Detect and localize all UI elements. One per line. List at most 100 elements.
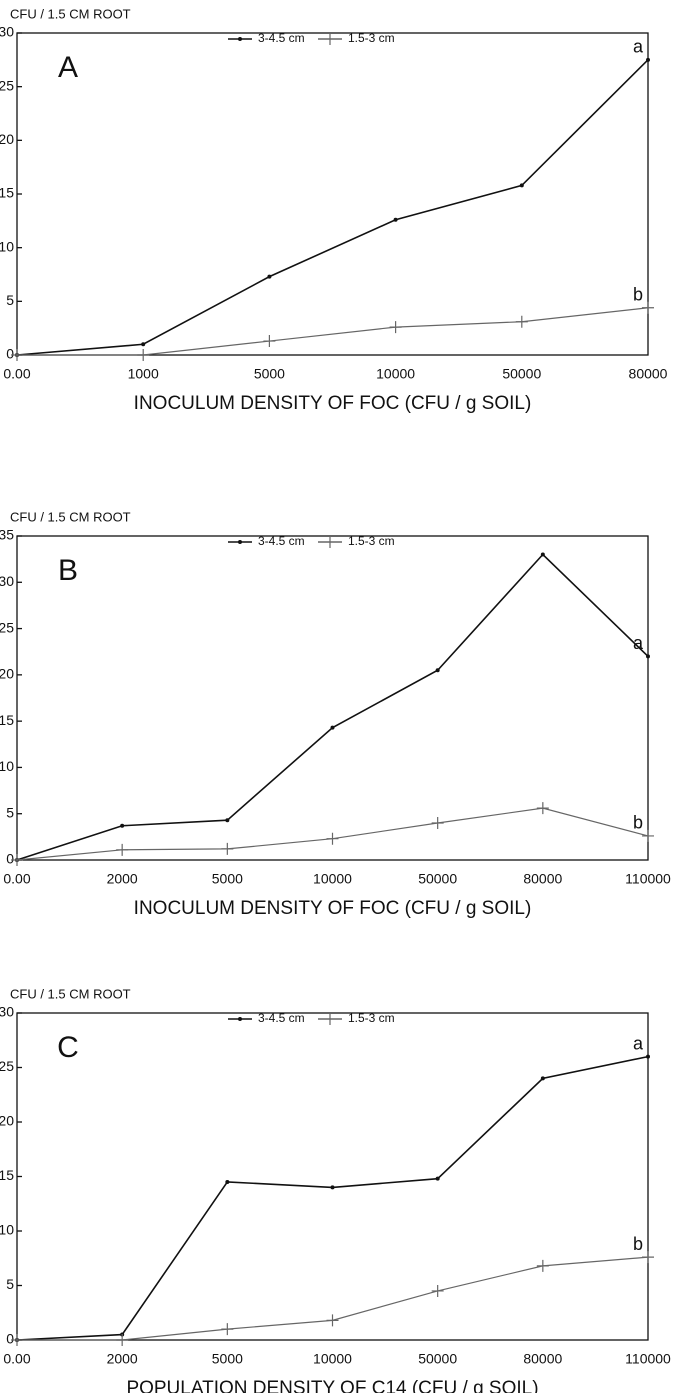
panel-label: C xyxy=(57,1031,79,1064)
point-marker xyxy=(646,654,650,659)
x-tick-label: 1000 xyxy=(128,366,159,382)
x-tick-label: 10000 xyxy=(313,1351,352,1367)
chart-panel: CFU / 1.5 CM ROOT C POPULATION DENSITY OF … xyxy=(0,986,671,1393)
point-marker xyxy=(267,274,272,279)
legend-marker xyxy=(238,37,242,41)
y-tick-label: 25 xyxy=(0,1058,14,1074)
series-line xyxy=(17,1256,649,1341)
point-marker xyxy=(120,823,125,828)
annotation: a xyxy=(633,633,644,653)
y-tick-label: 15 xyxy=(0,1167,14,1183)
point-marker xyxy=(642,829,654,842)
point-marker xyxy=(536,802,549,815)
legend-label: 1.5-3 cm xyxy=(348,1011,395,1025)
point-marker xyxy=(515,315,528,328)
legend-label: 1.5-3 cm xyxy=(348,31,395,45)
plot-frame xyxy=(16,535,649,861)
annotation: b xyxy=(633,1234,643,1254)
point-marker xyxy=(11,1334,23,1346)
point-marker xyxy=(326,1314,339,1327)
legend-marker xyxy=(238,1017,242,1021)
chart-panel: CFU / 1.5 CM ROOT A INOCULUM DENSITY OF FO… xyxy=(0,6,668,414)
x-tick-label: 0.00 xyxy=(3,366,30,382)
point-marker xyxy=(137,349,150,361)
series-line xyxy=(16,553,649,861)
y-tick-label: 20 xyxy=(0,1113,14,1129)
legend-label: 3-4.5 cm xyxy=(258,31,305,45)
y-tick-label: 25 xyxy=(0,77,14,93)
x-tick-label: 80000 xyxy=(523,1351,562,1367)
x-axis-label: INOCULUM DENSITY OF FOC (CFU / g SOIL) xyxy=(134,393,532,414)
legend-label: 1.5-3 cm xyxy=(348,534,395,548)
x-tick-label: 2000 xyxy=(107,871,138,887)
x-tick-label: 50000 xyxy=(418,1351,457,1367)
x-axis-label: POPULATION DENSITY OF C14 (CFU / g SOIL) xyxy=(126,1378,538,1393)
y-tick-label: 0 xyxy=(6,851,14,867)
y-tick-label: 0 xyxy=(6,346,14,362)
x-axis-label: INOCULUM DENSITY OF FOC (CFU / g SOIL) xyxy=(134,898,532,919)
x-tick-label: 5000 xyxy=(254,366,285,382)
annotation: b xyxy=(633,285,643,305)
x-tick-label: 0.00 xyxy=(3,1351,30,1367)
point-marker xyxy=(225,818,230,823)
point-marker xyxy=(221,842,234,855)
y-tick-label: 10 xyxy=(0,238,14,254)
point-marker xyxy=(536,1259,549,1272)
point-marker xyxy=(330,725,335,730)
panel-label: A xyxy=(58,51,78,84)
y-axis-label: CFU / 1.5 CM ROOT xyxy=(10,509,131,524)
point-marker xyxy=(225,1179,230,1184)
x-tick-label: 110000 xyxy=(625,1351,671,1367)
y-tick-label: 20 xyxy=(0,131,14,147)
chart-panel: CFU / 1.5 CM ROOT B INOCULUM DENSITY OF FO… xyxy=(0,509,671,919)
x-tick-label: 80000 xyxy=(523,871,562,887)
x-tick-label: 10000 xyxy=(313,871,352,887)
series-line xyxy=(16,59,649,356)
point-marker xyxy=(330,1185,335,1190)
point-marker xyxy=(646,57,650,62)
point-marker xyxy=(11,349,23,361)
x-tick-label: 80000 xyxy=(629,366,668,382)
plot-frame xyxy=(16,1012,649,1341)
y-axis-label: CFU / 1.5 CM ROOT xyxy=(10,6,131,21)
point-marker xyxy=(540,1076,545,1081)
annotation: a xyxy=(633,37,644,57)
y-tick-label: 15 xyxy=(0,712,14,728)
y-tick-label: 5 xyxy=(6,292,14,308)
legend-label: 3-4.5 cm xyxy=(258,1011,305,1025)
x-tick-label: 5000 xyxy=(212,1351,243,1367)
plot-frame xyxy=(16,32,649,356)
legend-marker xyxy=(238,540,242,544)
y-tick-label: 5 xyxy=(6,804,14,820)
series-line xyxy=(17,307,649,356)
point-marker xyxy=(116,1334,129,1346)
point-marker xyxy=(326,832,339,845)
point-marker xyxy=(431,1284,444,1297)
y-tick-label: 20 xyxy=(0,666,14,682)
y-tick-label: 10 xyxy=(0,1222,14,1238)
y-tick-label: 30 xyxy=(0,1004,14,1020)
point-marker xyxy=(435,668,440,673)
x-tick-label: 2000 xyxy=(107,1351,138,1367)
point-marker xyxy=(435,1176,440,1181)
point-marker xyxy=(431,816,444,829)
y-tick-label: 35 xyxy=(0,527,14,543)
y-tick-label: 0 xyxy=(6,1331,14,1347)
x-tick-label: 10000 xyxy=(376,366,415,382)
legend-label: 3-4.5 cm xyxy=(258,534,305,548)
x-tick-label: 0.00 xyxy=(3,871,30,887)
point-marker xyxy=(389,321,402,334)
panel-label: B xyxy=(58,554,78,587)
point-marker xyxy=(519,183,524,188)
point-marker xyxy=(642,301,654,314)
point-marker xyxy=(540,552,545,557)
point-marker xyxy=(263,335,276,348)
point-marker xyxy=(221,1323,234,1336)
y-tick-label: 30 xyxy=(0,573,14,589)
y-tick-label: 25 xyxy=(0,619,14,635)
x-tick-label: 5000 xyxy=(212,871,243,887)
point-marker xyxy=(116,843,129,856)
point-marker xyxy=(646,1054,650,1059)
